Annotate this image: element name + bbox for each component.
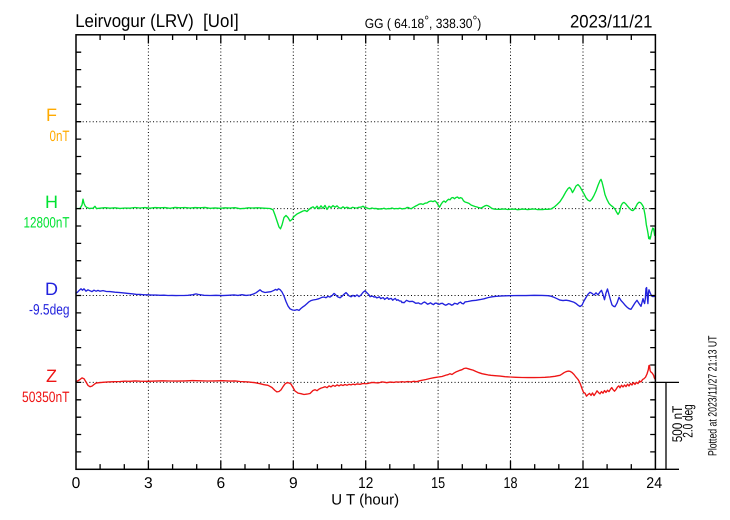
svg-text:2023/11/21: 2023/11/21 [570,12,653,32]
svg-text:9: 9 [289,475,298,492]
svg-text:0nT: 0nT [50,128,70,145]
svg-text:3: 3 [144,475,153,492]
svg-text:-9.5deg: -9.5deg [29,301,70,318]
svg-text:50350nT: 50350nT [22,389,70,406]
svg-text:Plotted at 2023/11/27 21:13 UT: Plotted at 2023/11/27 21:13 UT [706,335,720,456]
svg-text:12800nT: 12800nT [24,215,70,232]
svg-text:6: 6 [216,475,225,492]
svg-text:24: 24 [646,475,662,492]
svg-text:H: H [45,192,58,212]
svg-text:15: 15 [431,475,445,492]
svg-text:18: 18 [504,475,518,492]
svg-text:GG ( 64.18°, 338.30°): GG ( 64.18°, 338.30°) [365,13,482,31]
svg-text:2.0 deg: 2.0 deg [679,404,695,438]
svg-text:D: D [45,279,58,299]
svg-text:U T (hour): U T (hour) [331,491,399,508]
svg-text:Z: Z [46,366,57,386]
svg-text:500 nT: 500 nT [669,405,685,442]
svg-text:Leirvogur (LRV) [UoI]: Leirvogur (LRV) [UoI] [75,10,239,31]
svg-text:12: 12 [358,475,373,492]
svg-text:F: F [46,105,57,125]
svg-text:21: 21 [574,475,589,492]
svg-text:0: 0 [72,475,81,492]
